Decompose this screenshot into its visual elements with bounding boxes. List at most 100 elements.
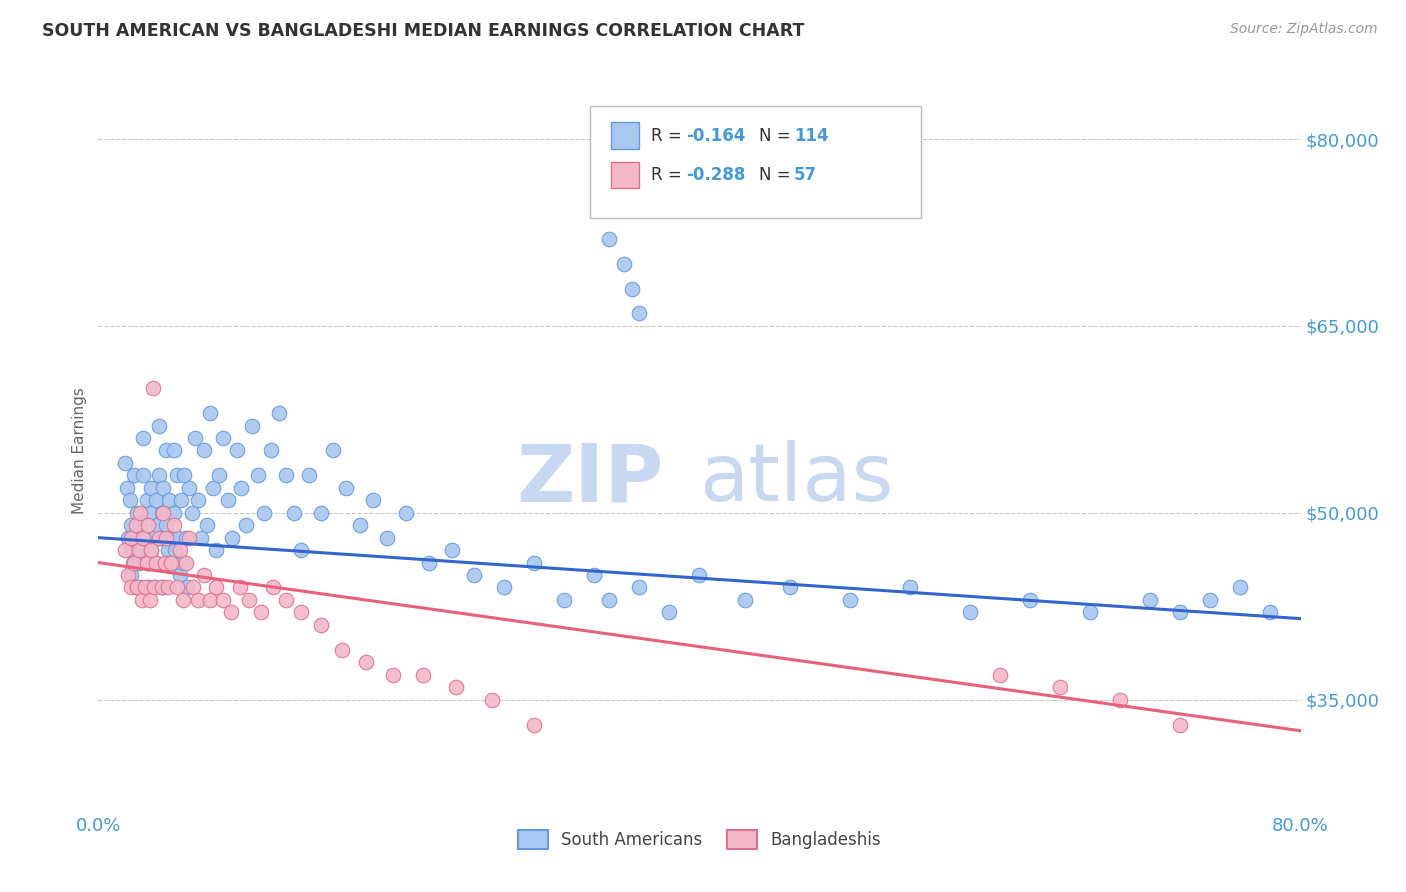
Point <box>173 468 195 483</box>
Point <box>135 556 157 570</box>
Point <box>115 481 138 495</box>
Point <box>181 581 204 595</box>
Point <box>121 518 143 533</box>
Point <box>204 543 226 558</box>
Point <box>583 568 606 582</box>
Point <box>135 493 157 508</box>
Point <box>349 518 371 533</box>
Point <box>134 531 156 545</box>
Point <box>283 506 305 520</box>
Point <box>309 506 332 520</box>
Text: SOUTH AMERICAN VS BANGLADESHI MEDIAN EARNINGS CORRELATION CHART: SOUTH AMERICAN VS BANGLADESHI MEDIAN EAR… <box>42 22 804 40</box>
Point <box>149 531 172 545</box>
Point <box>156 543 179 558</box>
Point <box>240 418 263 433</box>
Point <box>1170 606 1192 620</box>
Point <box>129 581 152 595</box>
Point <box>153 556 176 570</box>
Point <box>114 456 136 470</box>
Point <box>212 593 235 607</box>
Point <box>290 543 312 558</box>
Point <box>143 581 166 595</box>
Point <box>152 481 174 495</box>
Point <box>114 543 136 558</box>
Point <box>148 468 170 483</box>
Point <box>734 593 756 607</box>
Point <box>176 581 198 595</box>
Point <box>598 232 620 246</box>
Point <box>253 506 276 520</box>
Point <box>143 581 166 595</box>
Point <box>267 406 290 420</box>
Point <box>177 531 200 545</box>
Point <box>204 581 226 595</box>
Point <box>553 593 575 607</box>
Point <box>118 493 141 508</box>
Point <box>165 543 187 558</box>
Point <box>145 493 167 508</box>
Point <box>440 543 463 558</box>
Point <box>231 481 253 495</box>
Point <box>136 581 159 595</box>
Point <box>335 481 357 495</box>
Point <box>988 667 1011 681</box>
Point <box>134 581 156 595</box>
Point <box>162 443 184 458</box>
Text: atlas: atlas <box>699 441 894 518</box>
Point <box>598 593 620 607</box>
Point <box>180 506 202 520</box>
Point <box>523 556 546 570</box>
Point <box>174 531 197 545</box>
Point <box>166 581 188 595</box>
Point <box>152 506 174 520</box>
Point <box>779 581 801 595</box>
Point <box>322 443 344 458</box>
Point <box>249 606 271 620</box>
Text: N =: N = <box>759 166 796 184</box>
Point <box>132 431 155 445</box>
Point <box>463 568 485 582</box>
Point <box>139 543 162 558</box>
Point <box>129 518 152 533</box>
Point <box>169 543 191 558</box>
Point <box>330 642 353 657</box>
Point <box>170 493 193 508</box>
Point <box>354 655 377 669</box>
Point <box>131 543 153 558</box>
Point <box>1229 581 1251 595</box>
Point <box>238 593 260 607</box>
Point <box>121 543 143 558</box>
Point <box>225 443 247 458</box>
Point <box>145 556 167 570</box>
Point <box>166 468 188 483</box>
Point <box>136 556 159 570</box>
Point <box>190 531 212 545</box>
Point <box>150 506 173 520</box>
Legend: South Americans, Bangladeshis: South Americans, Bangladeshis <box>509 822 890 857</box>
Point <box>132 531 155 545</box>
Point <box>381 667 404 681</box>
Point <box>276 593 298 607</box>
Point <box>1109 692 1132 706</box>
Point <box>201 481 224 495</box>
Point <box>658 606 681 620</box>
Text: -0.164: -0.164 <box>686 127 745 145</box>
Point <box>193 443 215 458</box>
Point <box>139 543 162 558</box>
Point <box>117 531 139 545</box>
Point <box>363 493 385 508</box>
Point <box>198 593 221 607</box>
Point <box>121 568 143 582</box>
Text: 57: 57 <box>794 166 817 184</box>
Point <box>146 518 169 533</box>
Point <box>150 581 173 595</box>
Text: N =: N = <box>759 127 796 145</box>
Point <box>128 556 150 570</box>
Point <box>127 506 149 520</box>
Point <box>122 556 145 570</box>
Point <box>959 606 981 620</box>
Text: 114: 114 <box>794 127 828 145</box>
Point <box>494 581 516 595</box>
Point <box>628 306 651 320</box>
Point <box>159 556 181 570</box>
